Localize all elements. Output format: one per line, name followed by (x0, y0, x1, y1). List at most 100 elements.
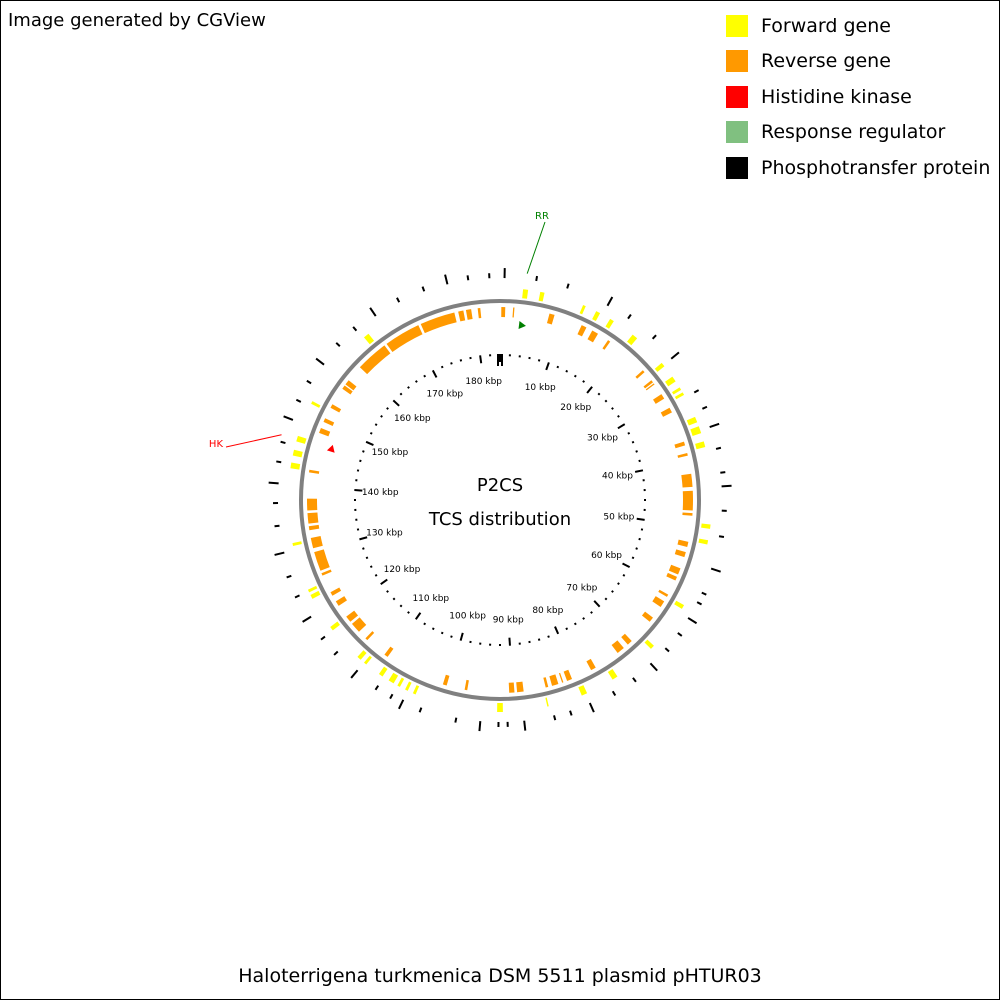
scale-label: 60 kbp (591, 551, 622, 561)
outer-tick (710, 567, 721, 573)
credit-text: Image generated by CGView (8, 10, 266, 31)
reverse-gene (307, 512, 319, 524)
outer-tick (649, 662, 658, 672)
scale-label: 80 kbp (532, 606, 563, 616)
scale-minor-tick (369, 431, 373, 435)
reverse-gene (645, 383, 655, 391)
tcs-marker-leader (225, 434, 282, 448)
reverse-gene (384, 646, 394, 657)
outer-tick (721, 484, 732, 488)
reverse-gene (666, 572, 678, 581)
kbp-scale-ring (354, 354, 646, 646)
tcs-markers: RR HK (209, 211, 549, 453)
outer-tick (286, 574, 292, 579)
scale-label: 130 kbp (366, 528, 403, 538)
kbp-scale-labels: 10 kbp 20 kbp 30 kbp 40 kbp 50 kbp 60 kbp 70 k… (362, 377, 635, 626)
reverse-gene (635, 370, 645, 379)
outer-tick (350, 669, 359, 679)
tcs-marker-leader (526, 221, 546, 274)
outer-tick (715, 446, 722, 450)
outer-tick (294, 594, 300, 599)
forward-gene (363, 333, 375, 345)
outer-tick (718, 535, 725, 539)
scale-minor-tick (622, 573, 626, 577)
scale-minor-tick (399, 392, 403, 396)
outer-tick (454, 717, 458, 723)
forward-gene (296, 435, 307, 444)
outer-tick (701, 405, 708, 410)
scale-major-tick (354, 489, 363, 492)
outer-tick (693, 389, 700, 394)
scale-minor-tick (450, 362, 453, 365)
scale-label: 50 kbp (603, 512, 634, 522)
scale-minor-tick (635, 547, 638, 550)
legend-label: Histidine kinase (761, 85, 912, 108)
outer-tick (320, 635, 326, 641)
scale-major-tick (479, 355, 483, 364)
reverse-gene (674, 441, 686, 449)
scale-minor-tick (359, 459, 362, 463)
map-subtitle: TCS distribution (428, 509, 571, 530)
forward-gene (579, 304, 586, 315)
forward-gene (665, 376, 676, 387)
scale-minor-tick (565, 627, 569, 631)
forward-gene (330, 621, 340, 631)
outer-tick (569, 710, 573, 716)
reverse-gene (365, 631, 375, 641)
tcs-marker-arrow (518, 321, 526, 329)
scale-minor-tick (617, 414, 620, 418)
scale-minor-tick (635, 450, 638, 453)
outer-tick (611, 690, 617, 697)
reverse-gene (308, 524, 320, 531)
outer-tick (280, 440, 286, 444)
scale-minor-tick (611, 590, 614, 593)
reverse-gene (516, 681, 524, 693)
forward-gene (311, 401, 321, 408)
scale-major-tick (459, 632, 464, 641)
reverse-gene (323, 418, 335, 426)
forward-gene (674, 600, 685, 609)
forward-gene (292, 449, 303, 458)
scale-minor-tick (582, 617, 586, 620)
scale-minor-tick (423, 374, 427, 378)
legend-label: Response regulator (761, 121, 946, 144)
forward-gene (701, 523, 711, 529)
scale-minor-tick (399, 604, 403, 608)
scale-minor-tick (582, 380, 586, 383)
scale-major-tick (365, 440, 374, 446)
scale-minor-tick (374, 423, 378, 427)
reverse-gene (442, 674, 450, 686)
forward-gene (686, 416, 698, 426)
reverse-gene (546, 313, 555, 325)
forward-gene (397, 677, 405, 687)
reverse-gene (330, 587, 342, 596)
reverse-gene (310, 536, 323, 549)
outer-tick (421, 286, 426, 292)
scale-minor-tick (573, 374, 577, 378)
forward-gene-track (290, 289, 711, 712)
forward-gene (357, 650, 367, 660)
scale-label: 70 kbp (566, 584, 597, 594)
reverse-gene (563, 669, 573, 681)
reverse-gene (321, 569, 332, 576)
scale-minor-tick (440, 631, 444, 635)
outer-tick (535, 275, 539, 282)
scale-minor-tick (590, 611, 593, 614)
map-title: P2CS (477, 475, 523, 496)
reverse-gene (587, 330, 599, 343)
outer-tick (523, 720, 527, 731)
scale-label: 90 kbp (493, 616, 524, 626)
reverse-gene (549, 674, 559, 686)
reverse-gene (351, 617, 367, 632)
outer-tick (553, 715, 557, 721)
outer-tick (389, 693, 394, 700)
scale-minor-tick (450, 635, 453, 638)
scale-minor-tick (547, 635, 550, 638)
reverse-gene (330, 404, 342, 413)
scale-minor-tick (374, 573, 378, 577)
forward-gene (292, 541, 302, 546)
outer-tick (333, 650, 339, 656)
forward-gene (307, 585, 318, 593)
reverse-gene (508, 682, 515, 693)
